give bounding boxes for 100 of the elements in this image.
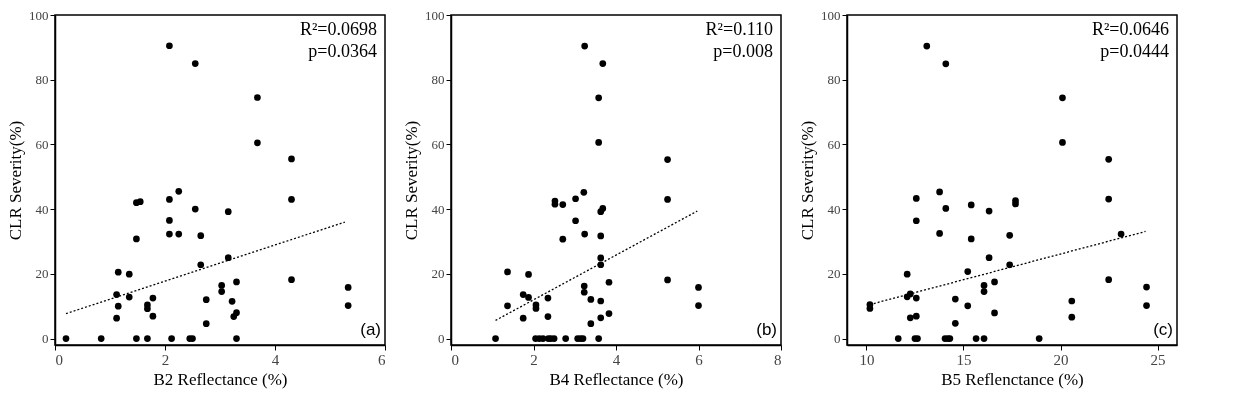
point [597, 232, 605, 240]
x-tick-label: 8 [774, 351, 782, 368]
point [559, 235, 567, 243]
y-tick-label: 60 [35, 136, 49, 152]
annotation: p=0.0444 [1100, 41, 1169, 61]
point [587, 320, 595, 327]
point [1006, 231, 1014, 239]
point [288, 276, 295, 283]
point [597, 208, 605, 216]
point [114, 302, 122, 310]
point [595, 335, 603, 342]
point [912, 294, 920, 302]
point [967, 201, 975, 209]
point [1117, 230, 1125, 238]
point [580, 288, 588, 296]
point [519, 314, 527, 322]
y-tick-label: 80 [35, 72, 49, 88]
point [224, 208, 232, 216]
point [166, 217, 173, 224]
x-tick-label: 0 [451, 351, 459, 368]
point [595, 94, 603, 102]
point [175, 230, 183, 238]
annotation: R²=0.0646 [1091, 19, 1169, 39]
point [344, 302, 352, 309]
point [597, 314, 605, 322]
point [695, 302, 702, 309]
point [942, 205, 950, 212]
point [136, 198, 144, 206]
point [114, 268, 122, 276]
point [149, 294, 157, 302]
point [544, 313, 552, 320]
point [664, 156, 671, 163]
x-tick-label: 25 [1150, 351, 1166, 368]
point [125, 270, 133, 278]
point [228, 297, 236, 305]
annotation: (c) [1153, 320, 1173, 339]
y-tick-label: 40 [827, 201, 841, 217]
point [230, 313, 238, 320]
point [492, 335, 499, 342]
x-tick-label: 4 [271, 351, 280, 368]
point [202, 296, 210, 304]
point [587, 296, 595, 303]
point [1105, 195, 1113, 203]
point [903, 270, 911, 278]
y-tick-label: 80 [827, 72, 841, 88]
point [113, 291, 120, 298]
x-tick-label: 0 [55, 351, 63, 368]
point [133, 235, 140, 243]
y-tick-label: 100 [821, 7, 841, 23]
y-tick-label: 0 [42, 331, 49, 347]
point [62, 335, 70, 342]
point [980, 335, 988, 342]
point [191, 60, 199, 67]
point [923, 42, 931, 50]
point [580, 282, 588, 290]
point [519, 291, 527, 298]
point [254, 139, 261, 147]
point [166, 230, 173, 238]
y-tick-label: 0 [834, 331, 841, 347]
x-axis-title: B5 Reflenctance (%) [941, 369, 1084, 389]
point [504, 268, 511, 276]
point [1105, 155, 1113, 163]
x-tick-label: 6 [378, 351, 386, 368]
point [936, 230, 943, 237]
point [964, 302, 972, 310]
point [581, 42, 588, 50]
y-tick-label: 0 [438, 331, 445, 347]
point [951, 319, 959, 327]
point [866, 305, 874, 312]
point [985, 254, 993, 261]
annotation: (b) [756, 320, 777, 339]
point [197, 232, 205, 239]
y-axis-title: CLR Severity(%) [798, 120, 817, 241]
point [894, 335, 902, 342]
point [1143, 283, 1150, 291]
point [599, 60, 607, 67]
x-tick-label: 6 [695, 351, 704, 368]
point [964, 268, 972, 275]
annotation: R²=0.0698 [299, 19, 377, 39]
point [991, 278, 998, 286]
point [202, 320, 210, 327]
point [218, 288, 225, 295]
point [197, 261, 205, 269]
y-axis-title: CLR Severity(%) [6, 120, 25, 241]
point [967, 235, 975, 243]
annotation: R²=0.110 [705, 19, 773, 39]
point [1143, 302, 1150, 309]
annotation: (a) [360, 320, 381, 339]
point [942, 60, 950, 68]
point [597, 297, 605, 305]
point [572, 217, 579, 225]
annotation: p=0.0364 [308, 41, 377, 61]
y-tick-label: 100 [425, 7, 445, 23]
y-tick-label: 60 [827, 136, 841, 152]
point [1068, 297, 1076, 305]
y-tick-label: 60 [431, 136, 445, 152]
point [97, 335, 105, 342]
y-tick-label: 20 [35, 266, 49, 282]
y-tick-label: 20 [827, 266, 841, 282]
y-tick-label: 100 [29, 7, 49, 23]
